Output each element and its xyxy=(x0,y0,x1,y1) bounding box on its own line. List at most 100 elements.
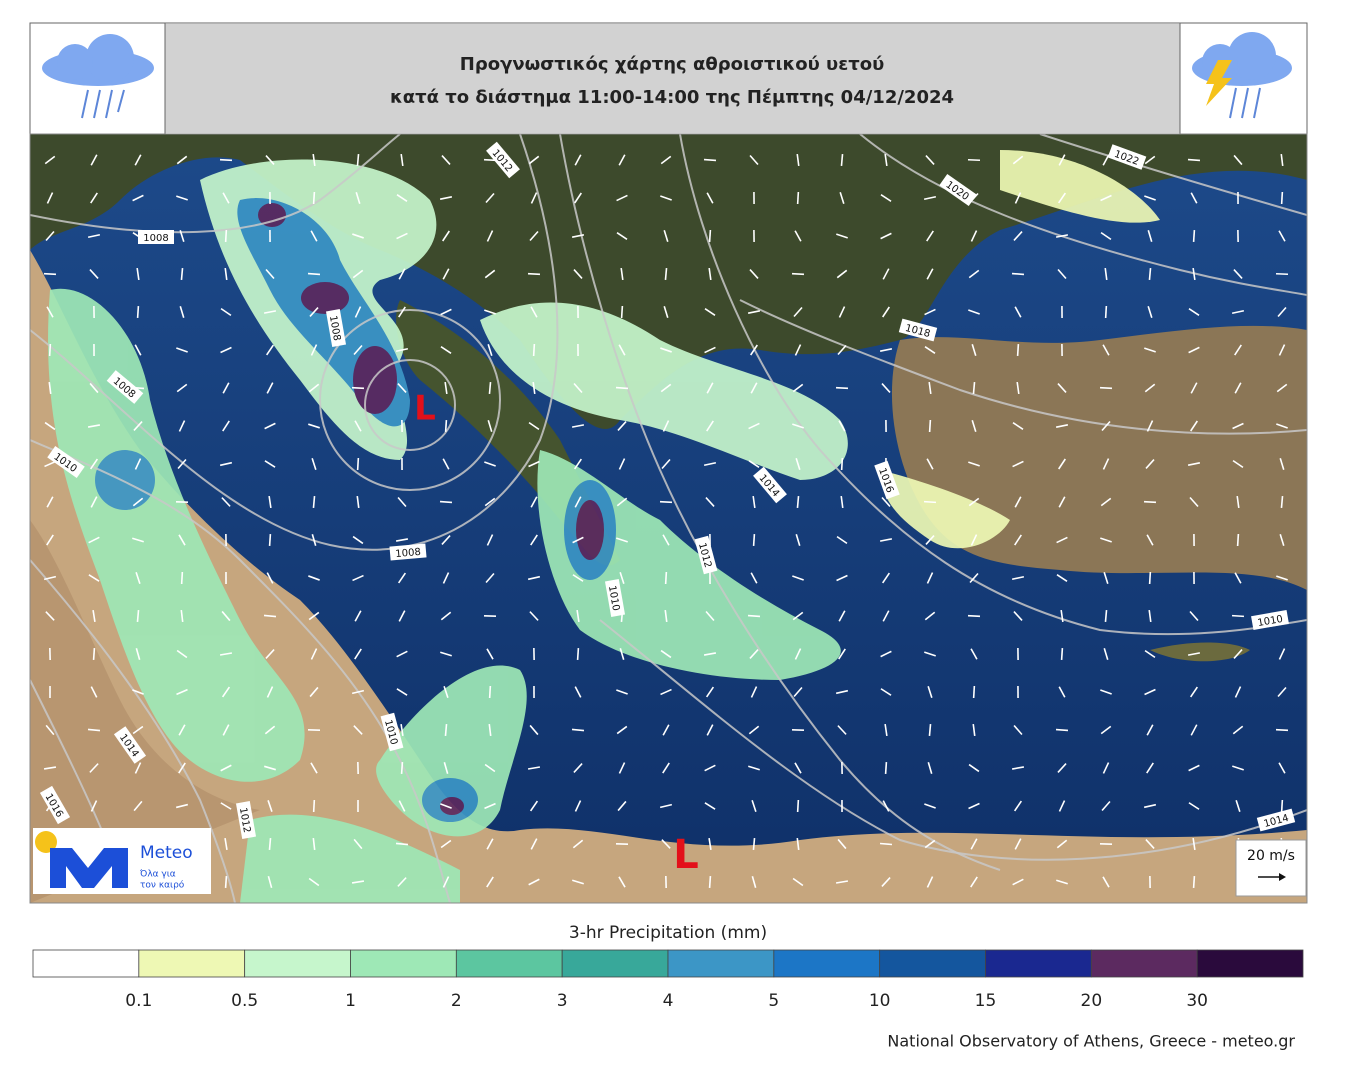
wind-arrow xyxy=(622,306,623,318)
wind-arrow xyxy=(753,838,754,850)
wind-arrow xyxy=(1018,344,1019,356)
wind-arrow xyxy=(572,729,584,730)
low-marker: L xyxy=(673,832,699,878)
wind-arrow xyxy=(1232,616,1244,617)
wind-arrow xyxy=(1276,274,1288,275)
wind-arrow xyxy=(50,344,51,356)
wind-arrow xyxy=(968,616,980,617)
wind-arrow xyxy=(1144,502,1156,503)
wind-arrow xyxy=(578,648,579,660)
wind-arrow xyxy=(357,154,358,166)
wind-arrow xyxy=(666,572,667,584)
colorbar-tick-label: 0.5 xyxy=(231,991,258,1011)
wind-arrow xyxy=(226,230,227,242)
wind-arrow xyxy=(842,458,843,470)
colorbar-tick-label: 5 xyxy=(768,991,779,1011)
wind-arrow xyxy=(226,876,227,888)
wind-arrow xyxy=(924,502,936,503)
wind-arrow xyxy=(886,762,887,774)
wind-arrow xyxy=(792,274,804,275)
low-marker: L xyxy=(414,389,436,429)
wind-arrow xyxy=(1194,876,1195,888)
wind-arrow xyxy=(314,192,315,204)
colorbar-tick-label: 30 xyxy=(1186,991,1208,1011)
colorbar-tick-label: 2 xyxy=(451,991,462,1011)
colorbar-swatch xyxy=(456,950,562,977)
wind-arrow xyxy=(798,192,799,204)
colorbar-tick-label: 4 xyxy=(663,991,674,1011)
colorbar-swatch xyxy=(1091,950,1197,977)
colorbar-swatch xyxy=(33,950,139,977)
wind-arrow xyxy=(1282,800,1283,812)
logo-name: Meteo xyxy=(140,843,193,863)
wind-arrow xyxy=(1150,572,1151,584)
colorbar-tick-label: 3 xyxy=(557,991,568,1011)
wind-arrow xyxy=(445,724,446,736)
wind-arrow xyxy=(710,230,711,242)
wind-arrow xyxy=(616,388,628,389)
wind-arrow xyxy=(1188,160,1200,161)
isobar-label-text: 1008 xyxy=(143,233,168,244)
colorbar-swatch xyxy=(880,950,986,977)
wind-arrow xyxy=(754,534,755,546)
wind-arrow xyxy=(974,686,975,698)
colorbar-swatch xyxy=(562,950,668,977)
wind-arrow xyxy=(841,154,842,166)
wind-arrow xyxy=(1282,192,1283,204)
colorbar-tick-label: 15 xyxy=(975,991,997,1011)
logo-tagline: Όλα για xyxy=(139,869,176,880)
wind-arrow xyxy=(440,502,452,503)
wind-arrow xyxy=(94,648,95,660)
wind-scale-label: 20 m/s xyxy=(1247,848,1295,864)
title-line: Προγνωστικός χάρτης αθροιστικού υετού xyxy=(460,54,884,75)
colorbar-swatch xyxy=(774,950,880,977)
wind-arrow xyxy=(264,615,276,616)
wind-arrow xyxy=(358,458,359,470)
wind-arrow xyxy=(270,534,271,546)
wind-arrow xyxy=(138,306,139,318)
wind-arrow xyxy=(313,496,314,508)
wind-arrow xyxy=(137,610,138,622)
wind-arrow xyxy=(402,762,403,774)
wind-arrow xyxy=(929,724,930,736)
wind-arrow xyxy=(220,160,232,161)
wind-arrow xyxy=(880,843,892,844)
wind-arrow xyxy=(798,800,799,812)
wind-arrow xyxy=(314,800,315,812)
wind-arrow xyxy=(1106,306,1107,318)
wind-arrow xyxy=(490,686,491,698)
colorbar-swatch xyxy=(668,950,774,977)
isobar-label: 1008 xyxy=(138,230,174,244)
footer-credit: National Observatory of Athens, Greece -… xyxy=(887,1032,1295,1051)
wind-arrow xyxy=(1062,648,1063,660)
wind-arrow xyxy=(1105,610,1106,622)
wind-arrow xyxy=(710,876,711,888)
colorbar-tick-label: 0.1 xyxy=(125,991,152,1011)
wind-arrow xyxy=(181,268,182,280)
colorbar-title: 3-hr Precipitation (mm) xyxy=(569,923,767,943)
colorbar-swatch xyxy=(139,950,245,977)
logo: Meteo Όλα για τον καιρό xyxy=(33,828,211,894)
wind-arrow xyxy=(665,268,666,280)
wind-arrow xyxy=(446,420,447,432)
wind-arrow xyxy=(1012,274,1024,275)
wind-arrow xyxy=(748,616,760,617)
colorbar-swatch xyxy=(986,950,1092,977)
title-line: κατά το διάστημα 11:00-14:00 της Πέμπτης… xyxy=(390,87,954,108)
colorbar-tick-label: 10 xyxy=(869,991,891,1011)
wind-arrow xyxy=(534,344,535,356)
wind-arrow xyxy=(182,572,183,584)
wind-arrow xyxy=(660,502,672,503)
wind-arrow xyxy=(968,160,980,161)
wind-arrow xyxy=(973,382,974,394)
colorbar-swatch xyxy=(245,950,351,977)
logo-tagline: τον καιρό xyxy=(140,880,185,891)
wind-arrow xyxy=(489,382,490,394)
colorbar-tick-label: 1 xyxy=(345,991,356,1011)
header-band xyxy=(165,24,1180,133)
wind-arrow xyxy=(930,420,931,432)
wind-arrow xyxy=(1276,730,1288,731)
colorbar-swatch xyxy=(351,950,457,977)
